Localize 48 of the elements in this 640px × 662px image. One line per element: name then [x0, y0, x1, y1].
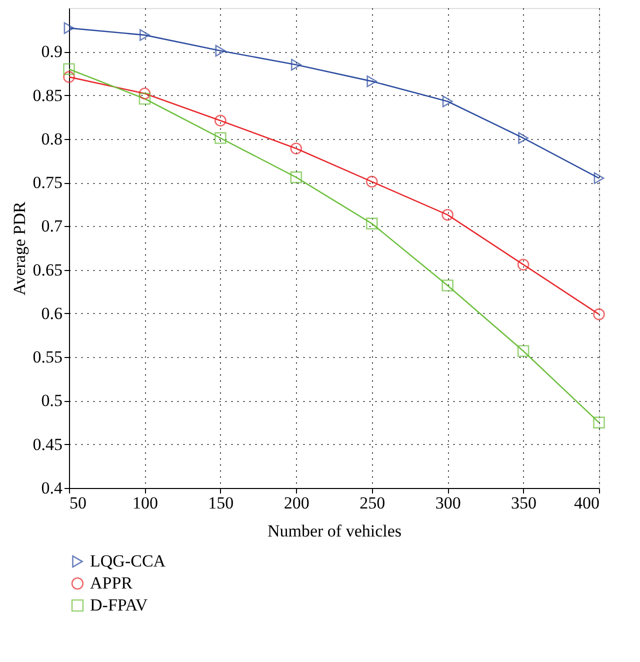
y-axis-title: Average PDR	[10, 201, 29, 296]
y-tick-label: 0.55	[32, 348, 62, 367]
point	[442, 280, 454, 292]
x-tick-label: 100	[132, 494, 158, 512]
point	[593, 416, 605, 428]
x-tick-label: 350	[511, 494, 537, 512]
y-tick-label: 0.4	[41, 478, 63, 498]
point	[518, 132, 528, 144]
x-tick-label: 200	[284, 494, 310, 512]
point	[290, 58, 302, 71]
point	[593, 308, 605, 320]
legend-label: LQG-CCA	[90, 552, 166, 570]
point	[63, 71, 75, 83]
x-tick-label: 400	[574, 494, 600, 512]
y-tick-label: 0.65	[32, 260, 62, 280]
point	[214, 114, 226, 126]
point	[214, 132, 226, 144]
legend-label: D-FPAV	[90, 596, 148, 614]
y-tick-label: 0.9	[41, 42, 62, 62]
x-tick-label: 300	[435, 494, 461, 512]
x-tick-label: 250	[360, 494, 386, 512]
point	[517, 258, 530, 270]
point	[140, 29, 150, 41]
point	[138, 88, 151, 100]
x-tick-label: 150	[208, 494, 234, 512]
point	[366, 75, 378, 88]
point	[215, 44, 226, 57]
point	[366, 176, 378, 188]
point	[64, 22, 74, 34]
point	[366, 218, 378, 230]
y-tick-label: 0.6	[41, 304, 62, 323]
point	[442, 95, 453, 108]
point	[594, 172, 604, 184]
point	[138, 92, 151, 105]
y-tick-label: 0.85	[32, 86, 62, 105]
x-tick-label: 50	[70, 494, 86, 512]
point	[63, 63, 75, 75]
point	[517, 345, 530, 357]
y-tick-label: 0.5	[41, 391, 62, 410]
point	[290, 171, 302, 184]
legend-label: APPR	[90, 574, 134, 592]
x-axis-title: Number of vehicles	[267, 522, 402, 540]
point	[442, 208, 454, 221]
y-tick-label: 0.8	[41, 129, 62, 148]
y-tick-label: 0.45	[32, 434, 62, 454]
point	[290, 142, 302, 154]
y-tick-label: 0.75	[32, 173, 62, 192]
y-tick-label: 0.7	[41, 216, 63, 236]
